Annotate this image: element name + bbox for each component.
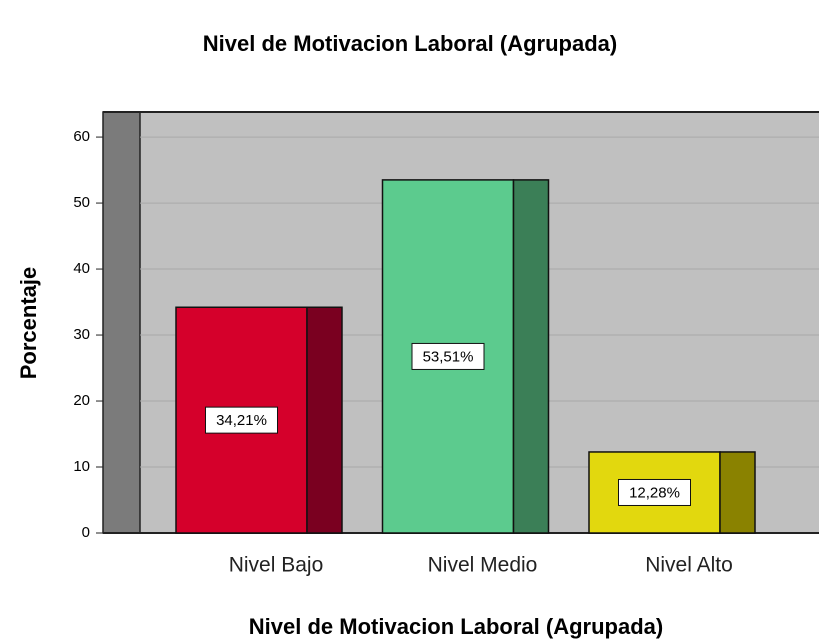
value-label: 34,21% — [216, 412, 267, 429]
y-tick-label: 40 — [73, 260, 90, 277]
y-tick-label: 30 — [73, 326, 90, 343]
bar-side — [306, 306, 343, 534]
y-tick-label: 0 — [82, 524, 90, 541]
bar-side — [512, 179, 550, 534]
y-tick-label: 60 — [73, 128, 90, 145]
x-tick-label: Nivel Alto — [645, 554, 733, 577]
value-label-box — [205, 406, 278, 434]
value-label-box — [618, 478, 691, 506]
value-label: 53,51% — [423, 348, 474, 365]
x-axis-title: Nivel de Motivacion Laboral (Agrupada) — [249, 614, 663, 639]
y-tick-label: 10 — [73, 458, 90, 475]
x-tick-label: Nivel Bajo — [229, 554, 324, 577]
y-axis-title: Porcentaje — [16, 267, 41, 380]
value-label: 12,28% — [629, 484, 680, 501]
y-tick-label: 50 — [73, 194, 90, 211]
value-label-box — [411, 342, 485, 370]
y-tick-label: 20 — [73, 392, 90, 409]
x-tick-label: Nivel Medio — [428, 554, 538, 577]
chart-title: Nivel de Motivacion Laboral (Agrupada) — [203, 31, 617, 56]
left-wall — [102, 111, 141, 534]
bar-side — [719, 451, 756, 534]
